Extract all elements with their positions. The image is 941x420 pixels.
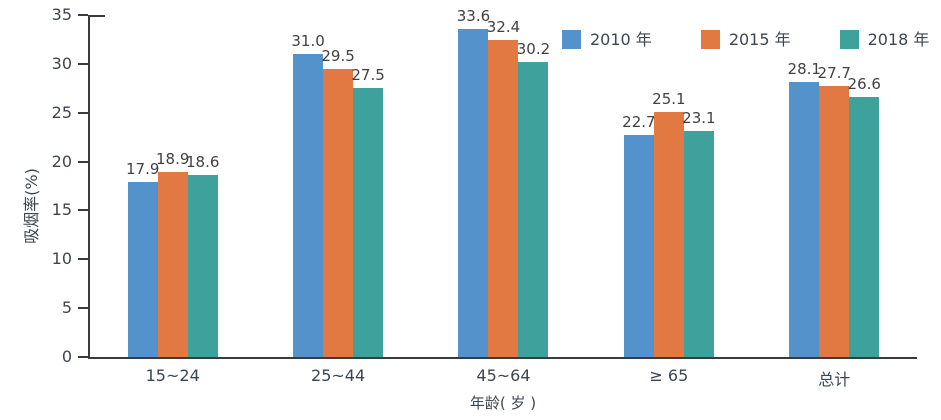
bar-series1-cat0: 18.9 — [156, 151, 189, 357]
value-label-series0-cat3: 22.7 — [622, 113, 656, 132]
y-tick-mark-5 — [78, 307, 88, 310]
bar-series0-cat1: 31.0 — [291, 33, 325, 357]
legend-label-2015: 2015 年 — [728, 29, 791, 49]
y-tick-mark-30 — [78, 62, 88, 65]
bar-series0-cat0: 17.9 — [126, 161, 159, 357]
y-tick-mark-25 — [78, 111, 88, 114]
y-tick-label-10: 10 — [51, 249, 72, 269]
value-label-series0-cat1: 31.0 — [291, 32, 325, 51]
y-tick-mark-0 — [78, 356, 88, 358]
y-tick-label-25: 25 — [51, 102, 72, 122]
y-tick-mark-15 — [78, 209, 88, 212]
legend-swatch-2015 — [700, 30, 720, 49]
value-label-series2-cat3: 23.1 — [682, 109, 716, 128]
bar-group-4: 28.1 27.7 26.6 总计 — [788, 61, 881, 389]
bar-series2-cat4: 26.6 — [848, 76, 881, 357]
value-label-series1-cat3: 25.1 — [652, 89, 686, 108]
bar-group-0: 17.9 18.9 18.6 15~24 — [126, 151, 219, 385]
bar-series0-cat2: 33.6 — [457, 8, 490, 357]
category-label-0: 15~24 — [145, 366, 200, 385]
bar-series1-cat4: 27.7 — [818, 65, 851, 357]
y-tick-label-20: 20 — [51, 151, 72, 171]
bar-series1-cat3: 25.1 — [652, 91, 686, 357]
value-label-series0-cat4: 28.1 — [787, 60, 821, 79]
bar-series0-cat4: 28.1 — [788, 61, 821, 357]
bar-group-3: 22.7 25.1 23.1 ≥ 65 — [622, 91, 716, 385]
bar-group-1: 31.0 29.5 27.5 25~44 — [291, 33, 385, 385]
value-label-series1-cat1: 29.5 — [321, 46, 355, 65]
legend-item-2015: 2015 年 — [700, 29, 791, 49]
legend-label-2018: 2018 年 — [867, 29, 930, 49]
y-axis-title: 吸烟率(%) — [22, 168, 41, 244]
y-tick-label-0: 0 — [61, 347, 72, 366]
plot-area: 0 5 10 15 20 25 30 35 17.9 18.9 18.6 15~24 31.0 29.5… — [52, 7, 917, 389]
y-tick-label-30: 30 — [51, 53, 72, 73]
category-label-3: ≥ 65 — [649, 366, 689, 385]
value-label-series2-cat4: 26.6 — [847, 75, 881, 94]
bar-series1-cat1: 29.5 — [321, 48, 355, 357]
legend: 2010 年 2015 年 2018 年 — [562, 30, 929, 49]
legend-swatch-2018 — [839, 30, 859, 49]
legend-item-2018: 2018 年 — [839, 29, 930, 49]
bar-groups: 17.9 18.9 18.6 15~24 31.0 29.5 27.5 25~44 33.6 32… — [90, 8, 917, 389]
value-label-series2-cat0: 18.6 — [185, 153, 220, 172]
value-label-series2-cat2: 30.2 — [516, 39, 551, 58]
legend-item-2010: 2010 年 — [562, 30, 652, 49]
bar-series2-cat1: 27.5 — [351, 67, 385, 357]
y-tick-label-35: 35 — [51, 5, 72, 24]
y-tick-mark-35 — [78, 14, 88, 16]
y-tick-mark-20 — [78, 160, 88, 163]
bar-series2-cat2: 30.2 — [517, 41, 550, 357]
legend-label-2010: 2010 年 — [590, 29, 652, 49]
bar-group-2: 33.6 32.4 30.2 45~64 — [457, 8, 550, 385]
legend-swatch-2010 — [562, 30, 581, 49]
value-label-series2-cat1: 27.5 — [351, 66, 385, 85]
bar-series0-cat3: 22.7 — [622, 114, 656, 357]
value-label-series0-cat2: 33.6 — [456, 6, 491, 25]
bar-series2-cat3: 23.1 — [682, 110, 716, 357]
y-axis-top-cap — [90, 15, 105, 17]
value-label-series1-cat0: 18.9 — [155, 150, 190, 169]
category-label-4: 总计 — [818, 370, 851, 389]
category-label-1: 25~44 — [311, 366, 366, 385]
x-axis-title: 年龄( 岁 ) — [469, 394, 537, 412]
y-tick-label-15: 15 — [51, 200, 72, 220]
bar-series2-cat0: 18.6 — [186, 154, 219, 357]
value-label-series0-cat0: 17.9 — [125, 160, 160, 179]
y-tick-mark-10 — [78, 258, 88, 261]
value-label-series1-cat2: 32.4 — [486, 18, 521, 37]
bar-series1-cat2: 32.4 — [487, 19, 520, 357]
category-label-2: 45~64 — [476, 366, 531, 385]
y-tick-label-5: 5 — [61, 298, 72, 318]
value-label-series1-cat4: 27.7 — [817, 64, 851, 83]
